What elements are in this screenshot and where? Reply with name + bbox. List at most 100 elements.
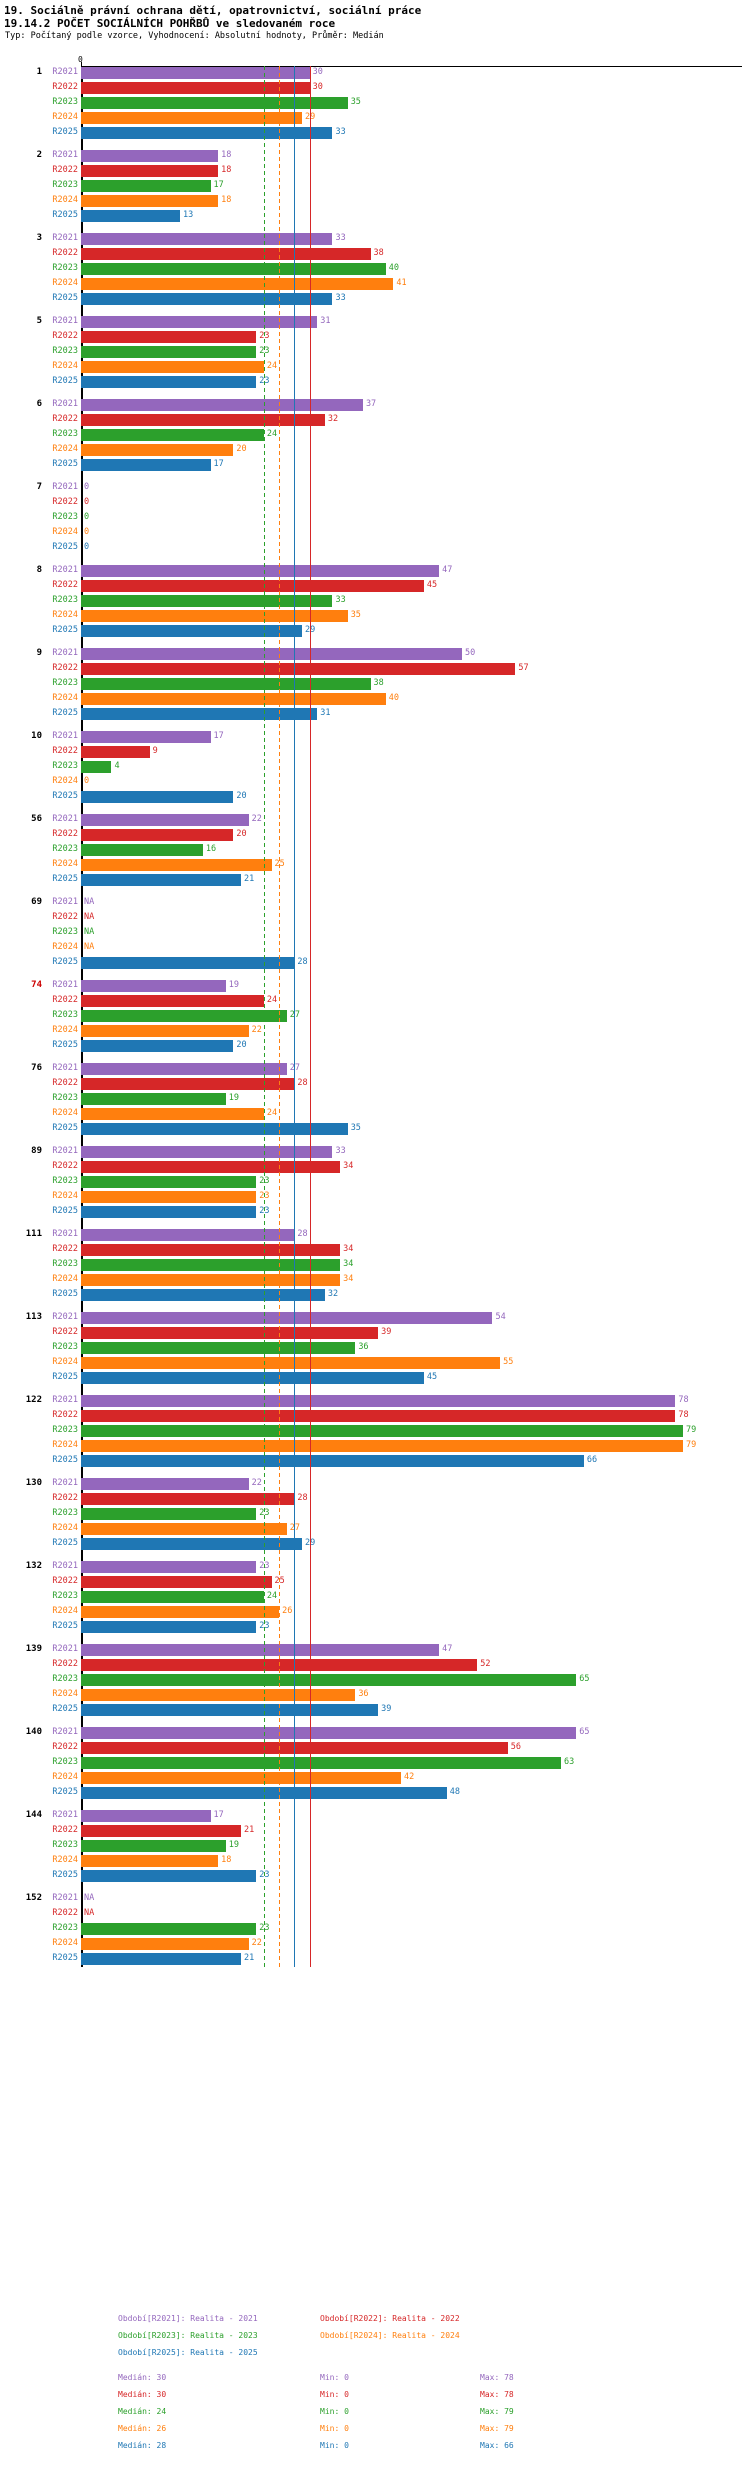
stat-max: Max: 66 bbox=[480, 2441, 514, 2450]
chart-row: R2024 18 bbox=[0, 1854, 750, 1869]
bar-value-label: 65 bbox=[579, 1727, 590, 1737]
bar bbox=[81, 361, 264, 373]
bar bbox=[81, 663, 516, 675]
chart-row: R2023 65 bbox=[0, 1673, 750, 1688]
bar bbox=[81, 731, 211, 743]
bar-value-label: 28 bbox=[297, 1078, 308, 1088]
chart-row: R2021 78 bbox=[0, 1394, 750, 1409]
series-label-r2022: R2022 bbox=[52, 1659, 78, 1669]
bar-value-label: 35 bbox=[350, 1123, 361, 1133]
chart-row: R202327 bbox=[0, 1009, 750, 1024]
group-label: 8 bbox=[36, 565, 42, 575]
bar bbox=[81, 331, 257, 343]
bar bbox=[81, 1561, 257, 1573]
chart-group: 144 R2021 17 R2022 21 R2023 19 R2024 18 R202523 bbox=[0, 1809, 750, 1884]
chart-row: R202323 bbox=[0, 1507, 750, 1522]
series-label-r2022: R2022 bbox=[52, 331, 78, 341]
series-label-r2021: R2021 bbox=[52, 565, 78, 575]
series-label-r2024: R2024 bbox=[52, 278, 78, 288]
series-label-r2024: R2024 bbox=[52, 693, 78, 703]
chart-row: R2025 66 bbox=[0, 1454, 750, 1469]
chart-group: 69 R2021 NA R2022 NA R2023 NA R2024 NA R2025 28 bbox=[0, 896, 750, 971]
chart-row: R202323 bbox=[0, 345, 750, 360]
bar bbox=[81, 874, 242, 886]
legend-entry: Období[R2024]: Realita - 2024 bbox=[320, 2331, 460, 2340]
chart-row: R2021 17 bbox=[0, 730, 750, 745]
chart-group: 8 R2021 47 R2022 45 R2023 33 R2024 35 R202529 bbox=[0, 564, 750, 639]
chart-row: R202225 bbox=[0, 1575, 750, 1590]
bar bbox=[81, 1395, 676, 1407]
chart-row: R2021 54 bbox=[0, 1311, 750, 1326]
chart-group: 113 R2021 54 R2022 39 R2023 36 R2024 55 R2025 45 bbox=[0, 1311, 750, 1386]
series-label-r2022: R2022 bbox=[52, 912, 78, 922]
chart-row: R2021 33 bbox=[0, 232, 750, 247]
chart-row: R2025 28 bbox=[0, 956, 750, 971]
chart-row: R2022 57 bbox=[0, 662, 750, 677]
chart-row: R2021 22 bbox=[0, 813, 750, 828]
bar-value-label: 24 bbox=[266, 429, 278, 439]
bar-value-label: 36 bbox=[358, 1342, 369, 1352]
chart-row: R2023 35 bbox=[0, 96, 750, 111]
chart-row: R2022 39 bbox=[0, 1326, 750, 1341]
series-label-r2022: R2022 bbox=[52, 1078, 78, 1088]
chart-row: R2023 19 bbox=[0, 1839, 750, 1854]
series-label-r2023: R2023 bbox=[52, 429, 78, 439]
legend-entry: Období[R2021]: Realita - 2021 bbox=[118, 2314, 258, 2323]
chart-row: R2023 79 bbox=[0, 1424, 750, 1439]
chart-row: R2022 NA bbox=[0, 911, 750, 926]
bar-value-label: 55 bbox=[503, 1357, 514, 1367]
series-label-r2022: R2022 bbox=[52, 1161, 78, 1171]
chart-row: R2022 21 bbox=[0, 1824, 750, 1839]
series-label-r2025: R2025 bbox=[52, 708, 78, 718]
bar bbox=[81, 1576, 272, 1588]
bar bbox=[81, 278, 394, 290]
chart-row: R2023 38 bbox=[0, 677, 750, 692]
bar-value-label: 50 bbox=[465, 648, 476, 658]
bar-value-label: 22 bbox=[251, 1025, 262, 1035]
bar-value-label: 33 bbox=[335, 293, 346, 303]
stat-median: Medián: 30 bbox=[118, 2373, 167, 2382]
bar-value-label: 19 bbox=[228, 980, 240, 990]
bar-value-label: 21 bbox=[244, 1953, 255, 1963]
chart-row: R2022 NA bbox=[0, 1907, 750, 1922]
bar-value-label: 33 bbox=[335, 595, 346, 605]
bar bbox=[81, 1689, 356, 1701]
chart-group: 5 R2021 31 R202223R202323R2024 24 R202523 bbox=[0, 315, 750, 390]
bar bbox=[81, 1674, 577, 1686]
series-label-r2023: R2023 bbox=[52, 1757, 78, 1767]
bar-value-label: 48 bbox=[449, 1787, 460, 1797]
bar-value-label: 34 bbox=[343, 1259, 354, 1269]
series-label-r2021: R2021 bbox=[52, 1063, 78, 1073]
bar-value-label: 24 bbox=[266, 1591, 278, 1601]
bar bbox=[81, 1810, 211, 1822]
legend-entry: Období[R2025]: Realita - 2025 bbox=[118, 2348, 258, 2357]
series-label-r2021: R2021 bbox=[52, 233, 78, 243]
bar bbox=[81, 1840, 226, 1852]
chart-row: R202523 bbox=[0, 1869, 750, 1884]
series-label-r2022: R2022 bbox=[52, 165, 78, 175]
series-label-r2021: R2021 bbox=[52, 150, 78, 160]
bar-value-label: 47 bbox=[442, 565, 453, 575]
bar bbox=[81, 1870, 257, 1882]
bar bbox=[81, 399, 363, 411]
median-reference-line bbox=[309, 66, 311, 1967]
chart-group: 10 R2021 17 R2022 9 R2023 4 R2024 0 R2025 20 bbox=[0, 730, 750, 805]
chart-row: R2025 39 bbox=[0, 1703, 750, 1718]
chart-group: 152 R2021 NA R2022 NA R202323R2024 22 R2025 21 bbox=[0, 1892, 750, 1967]
chart-row: R202523 bbox=[0, 1620, 750, 1635]
series-label-r2024: R2024 bbox=[52, 1523, 78, 1533]
axis-zero-tick bbox=[81, 62, 82, 66]
series-label-r2023: R2023 bbox=[52, 1508, 78, 1518]
bar-value-label: 9 bbox=[152, 746, 158, 756]
bar bbox=[81, 1606, 280, 1618]
group-label: 140 bbox=[25, 1727, 42, 1737]
bar bbox=[81, 1040, 234, 1052]
bar-value-label: 40 bbox=[388, 693, 400, 703]
bar bbox=[81, 1372, 424, 1384]
chart-row: R2021 47 bbox=[0, 564, 750, 579]
series-label-r2024: R2024 bbox=[52, 361, 78, 371]
series-label-r2022: R2022 bbox=[52, 414, 78, 424]
title-block: 19. Sociálně právní ochrana dětí, opatro… bbox=[0, 0, 750, 42]
bar-value-label: 0 bbox=[84, 512, 90, 522]
chart-row: R2025 32 bbox=[0, 1288, 750, 1303]
